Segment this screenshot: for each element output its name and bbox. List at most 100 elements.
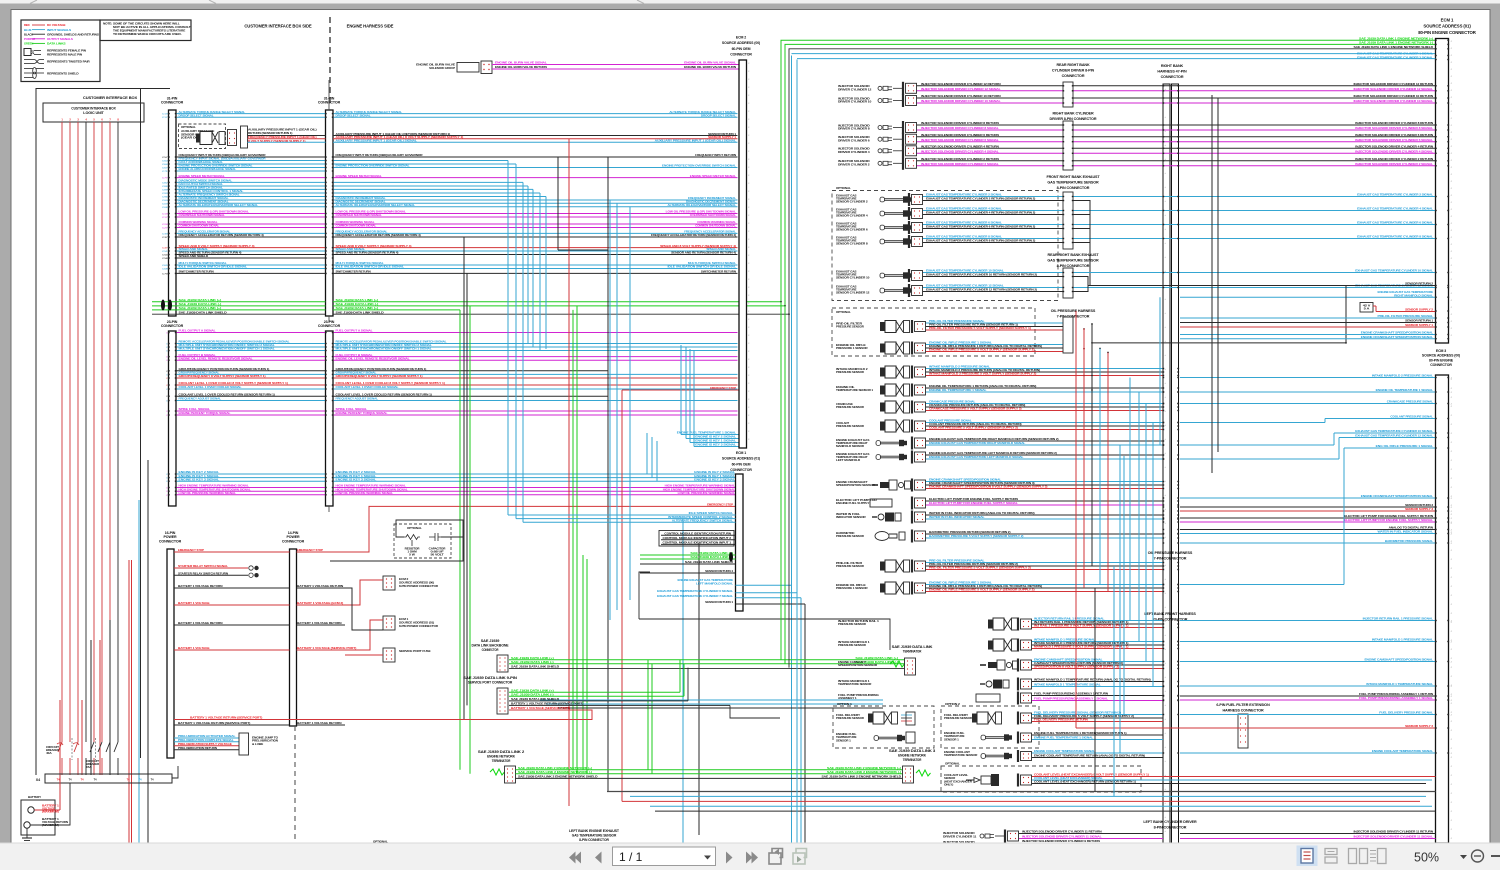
svg-text:SENSOR SUPPLY 1: SENSOR SUPPLY 1 bbox=[1405, 323, 1433, 327]
svg-text:CUSTOMER INTERFACE BOX SIDE: CUSTOMER INTERFACE BOX SIDE bbox=[244, 24, 312, 29]
svg-text:C: C bbox=[166, 415, 168, 417]
svg-text:CONTROL MODULE IDENTIFICATION: CONTROL MODULE IDENTIFICATION INPUT 1 bbox=[663, 541, 732, 545]
svg-text:ECM 2: ECM 2 bbox=[736, 36, 746, 40]
svg-text:INJECTOR SOLENOID DRIVER CYLIN: INJECTOR SOLENOID DRIVER CYLINDER 4 RETU… bbox=[921, 145, 999, 149]
svg-text:J: J bbox=[1451, 424, 1452, 426]
svg-text:SOME OF THE CIRCUITS SHOWN HER: SOME OF THE CIRCUITS SHOWN HERE WILL bbox=[113, 22, 180, 26]
svg-text:COMMON SHUTDOWN SIGNAL: COMMON SHUTDOWN SIGNAL bbox=[179, 224, 220, 228]
svg-text:ENGINE CRANKSHAFT SPEED/POSITI: ENGINE CRANKSHAFT SPEED/POSITION SIGNAL bbox=[1361, 494, 1434, 498]
svg-text:40A: 40A bbox=[46, 751, 52, 755]
svg-text:1 OHM: 1 OHM bbox=[407, 551, 416, 554]
svg-text:TO DETERMINE WHICH CIRCUITS AR: TO DETERMINE WHICH CIRCUITS ARE USED. bbox=[113, 32, 182, 36]
svg-text:C93: C93 bbox=[162, 193, 169, 195]
svg-text:ANALOG TO DIGITAL RETURN: ANALOG TO DIGITAL RETURN bbox=[1389, 526, 1433, 530]
svg-text:+: + bbox=[1165, 578, 1167, 581]
svg-text:ELECTRIC LIFT PUMP FOR ENGINE: ELECTRIC LIFT PUMP FOR ENGINE FUEL SUPPL… bbox=[929, 497, 1018, 501]
svg-text:REPRESENTS TWISTED PAIR: REPRESENTS TWISTED PAIR bbox=[47, 60, 91, 64]
svg-text:SAE J1939 DATA LINK 2 ENGINE N: SAE J1939 DATA LINK 2 ENGINE NETWORK (+) bbox=[518, 766, 592, 770]
svg-text:J: J bbox=[1451, 586, 1452, 588]
svg-text:80-PIN ENGINE CONNECTOR: 80-PIN ENGINE CONNECTOR bbox=[1418, 30, 1477, 35]
svg-text:SAE J1939 DATA LINK (+): SAE J1939 DATA LINK (+) bbox=[511, 688, 554, 692]
svg-text:SAE J1939 DATA LINK 9-PIN: SAE J1939 DATA LINK 9-PIN bbox=[463, 676, 518, 680]
svg-text:+: + bbox=[1165, 158, 1167, 161]
svg-text:INJECTOR SOLENOID DRIVER CYLIN: INJECTOR SOLENOID DRIVER CYLINDER 8 SIGN… bbox=[921, 126, 999, 130]
svg-text:RED: RED bbox=[24, 23, 30, 27]
svg-text:+: + bbox=[1165, 592, 1167, 595]
svg-text:OPTIONAL: OPTIONAL bbox=[407, 526, 422, 530]
svg-text:C17: C17 bbox=[162, 117, 169, 119]
svg-text:FREQUENCY ACCELERATOR SIGNAL: FREQUENCY ACCELERATOR SIGNAL bbox=[179, 230, 231, 234]
svg-text:C: C bbox=[325, 203, 327, 205]
svg-text:C: C bbox=[748, 375, 750, 377]
svg-text:FUEL PUMP PRESSURIZING ASSEMBL: FUEL PUMP PRESSURIZING ASSEMBLY 1 RETURN bbox=[1034, 692, 1108, 696]
svg-text:POWER: POWER bbox=[163, 535, 177, 539]
svg-text:C: C bbox=[748, 191, 750, 193]
svg-text:PRE-OIL FILTER PRESSURE RETURN: PRE-OIL FILTER PRESSURE RETURN (SENSOR R… bbox=[929, 562, 1018, 566]
svg-text:INJECTOR SOLENOID: INJECTOR SOLENOID bbox=[838, 159, 870, 163]
svg-text:C: C bbox=[748, 367, 750, 369]
svg-text:C: C bbox=[325, 164, 327, 166]
svg-text:EXHAUST GAS: EXHAUST GAS bbox=[836, 207, 857, 211]
svg-text:C: C bbox=[325, 189, 327, 191]
svg-text:SPEED AND SIGNAL: SPEED AND SIGNAL bbox=[706, 247, 736, 251]
svg-text:J: J bbox=[1451, 507, 1452, 509]
svg-text:GROUP/FREQUENCY SIGNAL: GROUP/FREQUENCY SIGNAL bbox=[179, 371, 220, 375]
svg-text:PRESSURE SENSOR: PRESSURE SENSOR bbox=[836, 424, 864, 428]
svg-text:C: C bbox=[325, 237, 327, 239]
svg-text:C: C bbox=[748, 383, 750, 385]
svg-text:FUEL DELIVERY: FUEL DELIVERY bbox=[836, 713, 861, 717]
svg-text:DIAGNOSTIC MODE SWITCH SIGNAL: DIAGNOSTIC MODE SWITCH SIGNAL bbox=[179, 179, 233, 183]
svg-text:BLACK: BLACK bbox=[24, 32, 34, 36]
svg-text:EXHAUST GAS TEMPERATURE CYLIND: EXHAUST GAS TEMPERATURE CYLINDER 1 SIGNA… bbox=[1357, 52, 1433, 56]
svg-text:CRANKCASE PRESSURE SIGNAL: CRANKCASE PRESSURE SIGNAL bbox=[1387, 400, 1434, 404]
svg-text:SENSOR CYLINDER 12: SENSOR CYLINDER 12 bbox=[836, 290, 870, 294]
svg-text:J: J bbox=[1451, 715, 1452, 717]
svg-text:CIRCUIT: CIRCUIT bbox=[86, 759, 100, 763]
svg-text:ENGINE PERCENT TORQUE SIGNAL: ENGINE PERCENT TORQUE SIGNAL bbox=[336, 411, 388, 415]
svg-text:+: + bbox=[1165, 704, 1167, 707]
svg-text:+: + bbox=[1165, 298, 1167, 301]
svg-text:ENGINE EXHAUST GAS TEMPERATURE: ENGINE EXHAUST GAS TEMPERATURE bbox=[678, 578, 734, 582]
svg-text:J: J bbox=[1451, 662, 1452, 664]
svg-text:C: C bbox=[748, 103, 750, 105]
svg-text:EXHAUST GAS TEMPERATURE CYLIND: EXHAUST GAS TEMPERATURE CYLINDER 8 SIGNA… bbox=[926, 235, 1002, 239]
svg-text:PRESSURE SENSOR: PRESSURE SENSOR bbox=[836, 534, 864, 538]
svg-text:J: J bbox=[1451, 498, 1452, 500]
svg-text:J: J bbox=[1451, 622, 1452, 624]
svg-text:BATTERY 1 VOLTAGE RETURN (SERV: BATTERY 1 VOLTAGE RETURN (SERVICE PORT) bbox=[190, 716, 262, 720]
svg-text:ENGINE OIL RIFLE: ENGINE OIL RIFLE bbox=[836, 343, 866, 347]
svg-text:8-PIN CONNECTOR: 8-PIN CONNECTOR bbox=[1057, 186, 1090, 190]
svg-text:SPEED AND SHIELD: SPEED AND SHIELD bbox=[179, 254, 210, 258]
svg-text:EXHAUST GAS: EXHAUST GAS bbox=[836, 235, 857, 239]
svg-text:ENGINE PERCENT TORQUE SIGNAL: ENGINE PERCENT TORQUE SIGNAL bbox=[179, 411, 231, 415]
svg-text:COOLANT LEVEL 1 OVER COOLED SI: COOLANT LEVEL 1 OVER COOLED SIGNAL bbox=[336, 385, 399, 389]
svg-text:C68: C68 bbox=[162, 269, 169, 271]
svg-text:J: J bbox=[1451, 442, 1452, 444]
svg-text:C: C bbox=[325, 273, 327, 275]
svg-text:ENGINE OIL TEMPERATURE 1 RETUR: ENGINE OIL TEMPERATURE 1 RETURN (ANALOG … bbox=[929, 384, 1036, 388]
svg-text:PRESSURE 1 SENSOR: PRESSURE 1 SENSOR bbox=[836, 586, 868, 590]
svg-text:PRE-OIL FILTER PRESSURE 5 VOLT: PRE-OIL FILTER PRESSURE 5 VOLT SUPPLY (S… bbox=[929, 566, 1031, 570]
svg-text:SPIKE FUEL SIGNAL: SPIKE FUEL SIGNAL bbox=[179, 407, 211, 411]
svg-text:C: C bbox=[748, 167, 750, 169]
svg-text:J: J bbox=[1451, 496, 1452, 498]
svg-text:ENGINE COOLANT: ENGINE COOLANT bbox=[944, 750, 970, 754]
svg-text:C51: C51 bbox=[162, 251, 169, 253]
svg-text:J: J bbox=[1451, 379, 1452, 381]
svg-text:C: C bbox=[325, 171, 327, 173]
svg-text:+: + bbox=[1165, 340, 1167, 343]
svg-text:C: C bbox=[748, 391, 750, 393]
svg-text:FREQUENCY ADJUST SIGNAL: FREQUENCY ADJUST SIGNAL bbox=[336, 397, 379, 401]
svg-text:J: J bbox=[1451, 307, 1452, 309]
svg-text:SENSOR RETURN 3: SENSOR RETURN 3 bbox=[1405, 503, 1433, 507]
svg-text:BAROMETRIC: BAROMETRIC bbox=[836, 531, 855, 535]
svg-text:J: J bbox=[1451, 388, 1452, 390]
svg-text:PRE-OIL FILTER PRESSURE SIGNAL: PRE-OIL FILTER PRESSURE SIGNAL bbox=[1378, 314, 1434, 318]
svg-text:CAMSHAFT SPEED/POSITION RETURN: CAMSHAFT SPEED/POSITION RETURN (SENSOR R… bbox=[1034, 661, 1123, 665]
svg-text:SENSOR CYLINDER 8: SENSOR CYLINDER 8 bbox=[836, 241, 868, 245]
svg-text:FUEL PUMP PRESSURIZING: FUEL PUMP PRESSURIZING bbox=[838, 693, 879, 697]
svg-text:SENSOR AND RETURN (SENSOR RETU: SENSOR AND RETURN (SENSOR RETURN 4) bbox=[671, 251, 736, 255]
svg-text:EXHAUST GAS TEMPERATURE CYLIND: EXHAUST GAS TEMPERATURE CYLINDER 7 SIGNA… bbox=[657, 594, 733, 598]
svg-text:TEMPERATURE: TEMPERATURE bbox=[836, 238, 857, 242]
svg-text:INJECTOR SOLENOID DRIVER CYLIN: INJECTOR SOLENOID DRIVER CYLINDER 12 RET… bbox=[1354, 82, 1434, 86]
